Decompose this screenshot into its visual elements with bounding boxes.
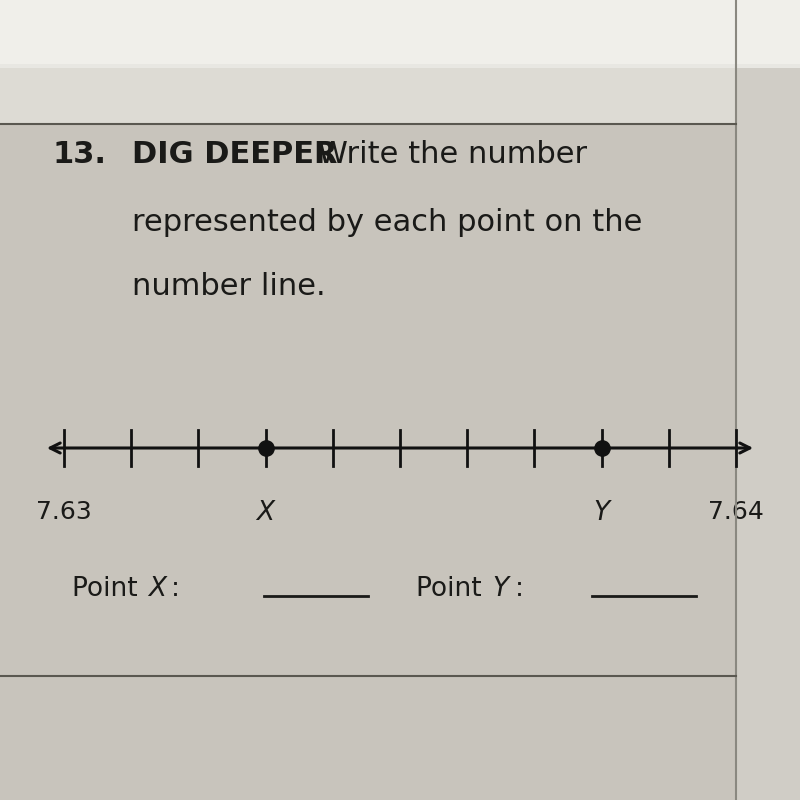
Text: Y: Y <box>594 500 610 526</box>
Bar <box>736 0 800 800</box>
Text: represented by each point on the: represented by each point on the <box>132 208 642 237</box>
Text: :: : <box>170 576 179 602</box>
Text: X: X <box>148 576 166 602</box>
Text: 7.63: 7.63 <box>36 500 92 524</box>
Text: Point: Point <box>416 576 490 602</box>
Text: Point: Point <box>72 576 146 602</box>
Text: number line.: number line. <box>132 272 326 301</box>
Text: 7.64: 7.64 <box>708 500 764 524</box>
Text: DIG DEEPER: DIG DEEPER <box>132 140 338 169</box>
Text: X: X <box>257 500 274 526</box>
Bar <box>0 0 800 124</box>
Bar <box>0 0 800 68</box>
Text: :: : <box>514 576 523 602</box>
Text: 13.: 13. <box>52 140 106 169</box>
Text: Y: Y <box>492 576 508 602</box>
Bar <box>0 0 800 64</box>
Text: Write the number: Write the number <box>308 140 587 169</box>
